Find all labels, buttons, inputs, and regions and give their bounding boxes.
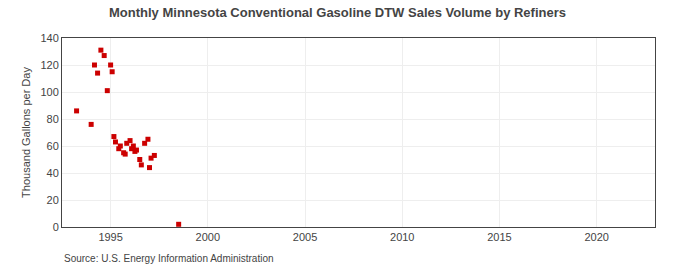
svg-text:2010: 2010 [390,231,414,243]
svg-text:40: 40 [47,167,59,179]
svg-text:2015: 2015 [487,231,511,243]
svg-text:2000: 2000 [196,231,220,243]
svg-text:140: 140 [40,32,58,44]
svg-text:0: 0 [53,221,59,233]
svg-text:120: 120 [40,59,58,71]
svg-text:Source: U.S. Energy Informatio: Source: U.S. Energy Information Administ… [64,253,274,264]
svg-text:Monthly Minnesota Conventional: Monthly Minnesota Conventional Gasoline … [109,5,566,20]
svg-text:80: 80 [47,113,59,125]
svg-text:60: 60 [47,140,59,152]
svg-text:1995: 1995 [98,231,122,243]
svg-text:2005: 2005 [293,231,317,243]
svg-text:2020: 2020 [584,231,608,243]
svg-text:100: 100 [40,86,58,98]
svg-text:Thousand Gallons per Day: Thousand Gallons per Day [20,67,32,198]
svg-text:20: 20 [47,194,59,206]
